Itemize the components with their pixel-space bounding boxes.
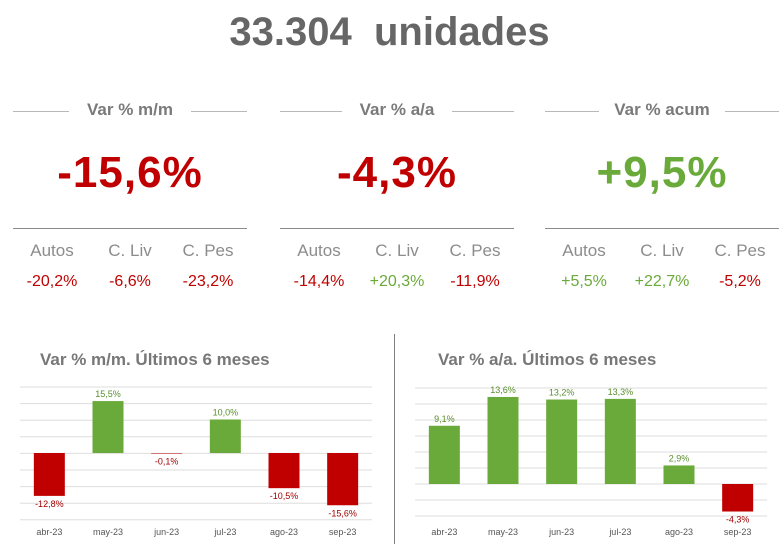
chart-title-mm: Var % m/m. Últimos 6 meses [40,350,270,369]
sub-c-liv: C. Liv +20,3% [358,241,435,291]
tick-label-sep-23: sep-23 [329,527,357,537]
tick-label-may-23: may-23 [93,527,123,537]
data-label-may-23: 13,6% [490,385,516,395]
kpi-label-row: Var % a/a [280,96,514,126]
bar-may-23 [487,396,519,484]
sub-value: +22,7% [634,273,690,290]
sub-label: C. Pes [449,241,501,260]
bar-ago-23 [663,465,695,484]
data-label-ago-23: -10,5% [270,491,299,501]
data-label-abr-23: -12,8% [35,499,64,509]
sub-value: -14,4% [293,273,345,290]
tick-label-abr-23: abr-23 [431,527,457,537]
kpi-value: +9,5% [596,148,728,197]
total-value: 33.304 [229,10,352,54]
data-label-jul-23: 10,0% [213,408,239,418]
sub-value: -11,9% [450,273,500,290]
bar-abr-23 [33,453,65,496]
sub-label: C. Liv [375,241,419,260]
tick-label-sep-23: sep-23 [724,527,752,537]
data-label-abr-23: 9,1% [434,414,455,424]
sub-label: C. Liv [108,241,152,260]
chart-aa: 9,1% abr-23 13,6% may-23 13,2% jun-23 13,3% jul… [415,385,767,537]
bar-jul-23 [604,398,636,484]
sub-value: +20,3% [369,273,425,290]
sub-c-liv: C. Liv +22,7% [623,241,700,291]
tick-label-jun-23: jun-23 [153,527,179,537]
kpi-divider [13,228,247,229]
bar-jun-23 [151,453,183,454]
bar-sep-23 [722,484,754,512]
kpi-label: Var % a/a [359,100,435,119]
kpi-breakdown: Autos +5,5% C. Liv +22,7% C. Pes -5,2% [545,241,779,291]
chart-divider [394,334,395,544]
kpi-breakdown: Autos -20,2% C. Liv -6,6% C. Pes -23,2% [13,241,247,291]
tick-label-ago-23: ago-23 [270,527,298,537]
data-label-ago-23: 2,9% [669,453,690,463]
kpi-rule-right [725,111,779,112]
data-label-sep-23: -4,3% [726,515,750,525]
tick-label-jul-23: jul-23 [213,527,236,537]
data-label-sep-23: -15,6% [328,508,357,518]
sub-value: -6,6% [109,273,151,290]
kpi-label: Var % m/m [87,100,173,119]
kpi-var-acum: Var % acum +9,5% Autos +5,5% C. Liv +22,7%… [545,96,779,290]
total-unit: unidades [373,10,550,54]
sub-value: +5,5% [561,273,607,290]
sub-autos: Autos +5,5% [545,241,622,291]
data-label-may-23: 15,5% [95,389,121,399]
sub-label: Autos [562,241,606,260]
sub-label: Autos [297,241,341,260]
kpi-label-row: Var % m/m [13,96,247,126]
sub-label: C. Liv [640,241,684,260]
bar-sep-23 [327,453,359,506]
kpi-breakdown: Autos -14,4% C. Liv +20,3% C. Pes -11,9% [280,241,514,291]
bar-jul-23 [209,419,241,453]
kpi-var-aa: Var % a/a -4,3% Autos -14,4% C. Liv +20,3%… [280,96,514,290]
kpi-label: Var % acum [614,100,710,119]
headline-total: 33.304 unidades [0,10,779,55]
sub-c-pes: C. Pes -23,2% [169,241,246,291]
kpi-divider [280,228,514,229]
bar-may-23 [92,401,124,453]
kpi-rule-right [452,111,514,112]
kpi-value: -4,3% [337,148,457,197]
kpi-label-row: Var % acum [545,96,779,126]
tick-label-may-23: may-23 [488,527,518,537]
tick-label-jul-23: jul-23 [608,527,631,537]
kpi-rule-left [545,111,599,112]
tick-label-jun-23: jun-23 [548,527,574,537]
kpi-divider [545,228,779,229]
sub-value: -20,2% [26,273,78,290]
sub-autos: Autos -20,2% [13,241,90,291]
sub-label: C. Pes [182,241,234,260]
tick-label-abr-23: abr-23 [36,527,62,537]
sub-c-pes: C. Pes -5,2% [701,241,778,291]
data-label-jun-23: 13,2% [549,388,575,398]
sub-label: Autos [30,241,74,260]
chart-mm: -12,8% abr-23 15,5% may-23 -0,1% jun-23 10,0% j… [20,386,372,537]
bar-ago-23 [268,453,300,489]
kpi-var-mm: Var % m/m -15,6% Autos -20,2% C. Liv -6,6%… [13,96,247,290]
data-label-jul-23: 13,3% [608,387,634,397]
bar-abr-23 [428,425,460,484]
kpi-rule-right [191,111,247,112]
kpi-rule-left [280,111,342,112]
sub-autos: Autos -14,4% [280,241,357,291]
kpi-value: -15,6% [57,148,203,197]
sub-label: C. Pes [714,241,766,260]
sub-value: -23,2% [182,273,234,290]
sub-c-liv: C. Liv -6,6% [91,241,168,291]
bar-jun-23 [546,399,578,484]
tick-label-ago-23: ago-23 [665,527,693,537]
sub-c-pes: C. Pes -11,9% [436,241,513,291]
chart-title-aa: Var % a/a. Últimos 6 meses [438,350,657,369]
sub-value: -5,2% [719,273,761,290]
data-label-jun-23: -0,1% [155,456,179,466]
kpi-rule-left [13,111,69,112]
